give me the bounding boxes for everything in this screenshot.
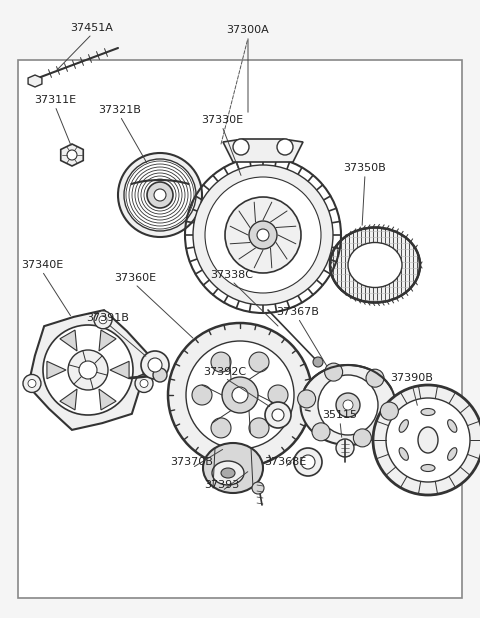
Text: 37300A: 37300A — [227, 25, 269, 35]
Circle shape — [135, 375, 153, 392]
Text: 37311E: 37311E — [34, 95, 76, 105]
Text: 37391B: 37391B — [86, 313, 130, 323]
Circle shape — [257, 229, 269, 241]
Circle shape — [313, 357, 323, 367]
Circle shape — [211, 418, 231, 438]
Ellipse shape — [421, 465, 435, 472]
Text: 37321B: 37321B — [98, 105, 142, 115]
Circle shape — [312, 423, 330, 441]
Circle shape — [153, 368, 167, 382]
Polygon shape — [60, 330, 77, 351]
Circle shape — [222, 377, 258, 413]
Circle shape — [233, 139, 249, 155]
Circle shape — [79, 361, 97, 379]
Polygon shape — [60, 389, 77, 410]
Ellipse shape — [399, 447, 408, 460]
Circle shape — [343, 400, 353, 410]
Text: 37368E: 37368E — [264, 457, 306, 467]
Circle shape — [211, 352, 231, 372]
Circle shape — [140, 379, 148, 387]
Circle shape — [193, 165, 333, 305]
Circle shape — [268, 385, 288, 405]
Circle shape — [225, 197, 301, 273]
Circle shape — [28, 379, 36, 387]
Circle shape — [249, 352, 269, 372]
Circle shape — [294, 448, 322, 476]
Circle shape — [386, 398, 470, 482]
Circle shape — [67, 150, 77, 160]
Text: 37367B: 37367B — [276, 307, 319, 317]
Text: 35115: 35115 — [323, 410, 358, 420]
Bar — [18, 60, 462, 598]
Ellipse shape — [448, 447, 457, 460]
Text: 37370B: 37370B — [170, 457, 214, 467]
Text: 37451A: 37451A — [71, 23, 113, 33]
Polygon shape — [61, 144, 83, 166]
Polygon shape — [223, 139, 303, 162]
Circle shape — [318, 375, 378, 435]
Polygon shape — [28, 310, 148, 430]
Circle shape — [380, 402, 398, 420]
Circle shape — [141, 351, 169, 379]
Circle shape — [366, 369, 384, 387]
Circle shape — [301, 455, 315, 469]
Ellipse shape — [221, 468, 235, 478]
Ellipse shape — [418, 427, 438, 453]
Text: 37392C: 37392C — [204, 367, 247, 377]
Polygon shape — [110, 362, 129, 379]
Circle shape — [249, 418, 269, 438]
Circle shape — [373, 385, 480, 495]
Circle shape — [336, 439, 354, 457]
Ellipse shape — [448, 420, 457, 433]
Text: 37390B: 37390B — [391, 373, 433, 383]
Circle shape — [336, 393, 360, 417]
Circle shape — [168, 323, 312, 467]
Text: 37360E: 37360E — [114, 273, 156, 283]
Text: 37393: 37393 — [204, 480, 240, 490]
Circle shape — [118, 153, 202, 237]
Ellipse shape — [399, 420, 408, 433]
Polygon shape — [47, 362, 66, 379]
Text: 37340E: 37340E — [21, 260, 63, 270]
Circle shape — [68, 350, 108, 390]
Circle shape — [353, 429, 372, 447]
Circle shape — [147, 182, 173, 208]
Circle shape — [277, 139, 293, 155]
Circle shape — [298, 390, 316, 408]
Circle shape — [148, 358, 162, 372]
Text: 37350B: 37350B — [344, 163, 386, 173]
Circle shape — [124, 159, 196, 231]
Circle shape — [252, 482, 264, 494]
Circle shape — [249, 221, 277, 249]
Circle shape — [94, 311, 112, 329]
Text: 37338C: 37338C — [211, 270, 253, 280]
Circle shape — [205, 177, 321, 293]
Ellipse shape — [421, 408, 435, 415]
Polygon shape — [28, 75, 42, 87]
Circle shape — [99, 316, 107, 324]
Circle shape — [232, 387, 248, 403]
Ellipse shape — [348, 242, 402, 287]
Ellipse shape — [203, 443, 263, 493]
Circle shape — [23, 375, 41, 392]
Circle shape — [186, 341, 294, 449]
Polygon shape — [99, 389, 116, 410]
Text: 37330E: 37330E — [201, 115, 243, 125]
Polygon shape — [99, 330, 116, 351]
Circle shape — [265, 402, 291, 428]
Circle shape — [192, 385, 212, 405]
Circle shape — [43, 325, 133, 415]
Circle shape — [154, 189, 166, 201]
Ellipse shape — [212, 461, 244, 485]
Ellipse shape — [330, 227, 420, 302]
Ellipse shape — [300, 365, 396, 445]
Circle shape — [324, 363, 343, 381]
Circle shape — [272, 409, 284, 421]
